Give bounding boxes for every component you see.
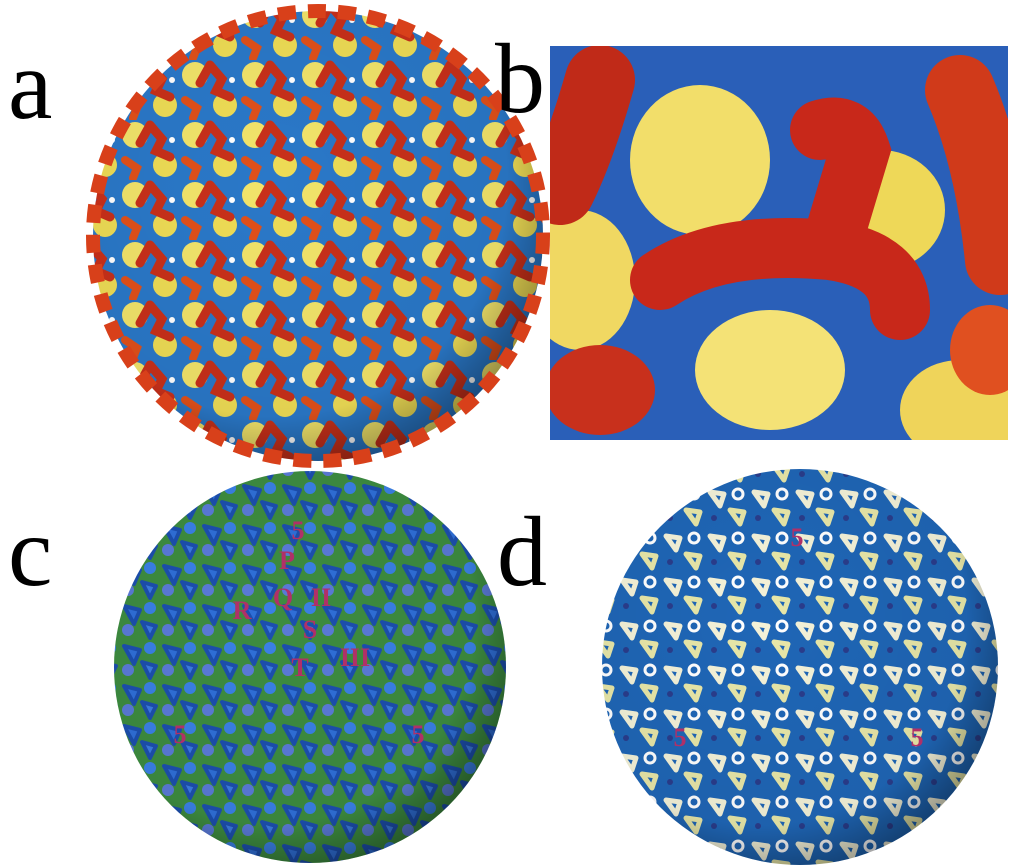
label: R [233,596,252,625]
label: T [291,653,308,682]
panel-letter: a [8,29,52,140]
label: 5 [412,720,425,749]
label: 5 [174,720,187,749]
label: S [303,615,317,644]
label: III [340,643,370,672]
label: 5 [674,723,687,752]
figure: a b c 5 P Q R II S III T 5 5 d 5 5 5 [0,0,1010,866]
label: II [311,583,331,612]
label: 5 [911,723,924,752]
panel-letter: d [497,496,547,607]
virus-closeup-b [525,46,1010,460]
panel-letter: b [495,23,545,134]
label: 5 [292,516,305,545]
label: 5 [791,523,804,552]
label: Q [273,583,293,612]
panel-letter: c [8,496,52,607]
label: P [279,546,295,575]
shading [114,471,506,863]
